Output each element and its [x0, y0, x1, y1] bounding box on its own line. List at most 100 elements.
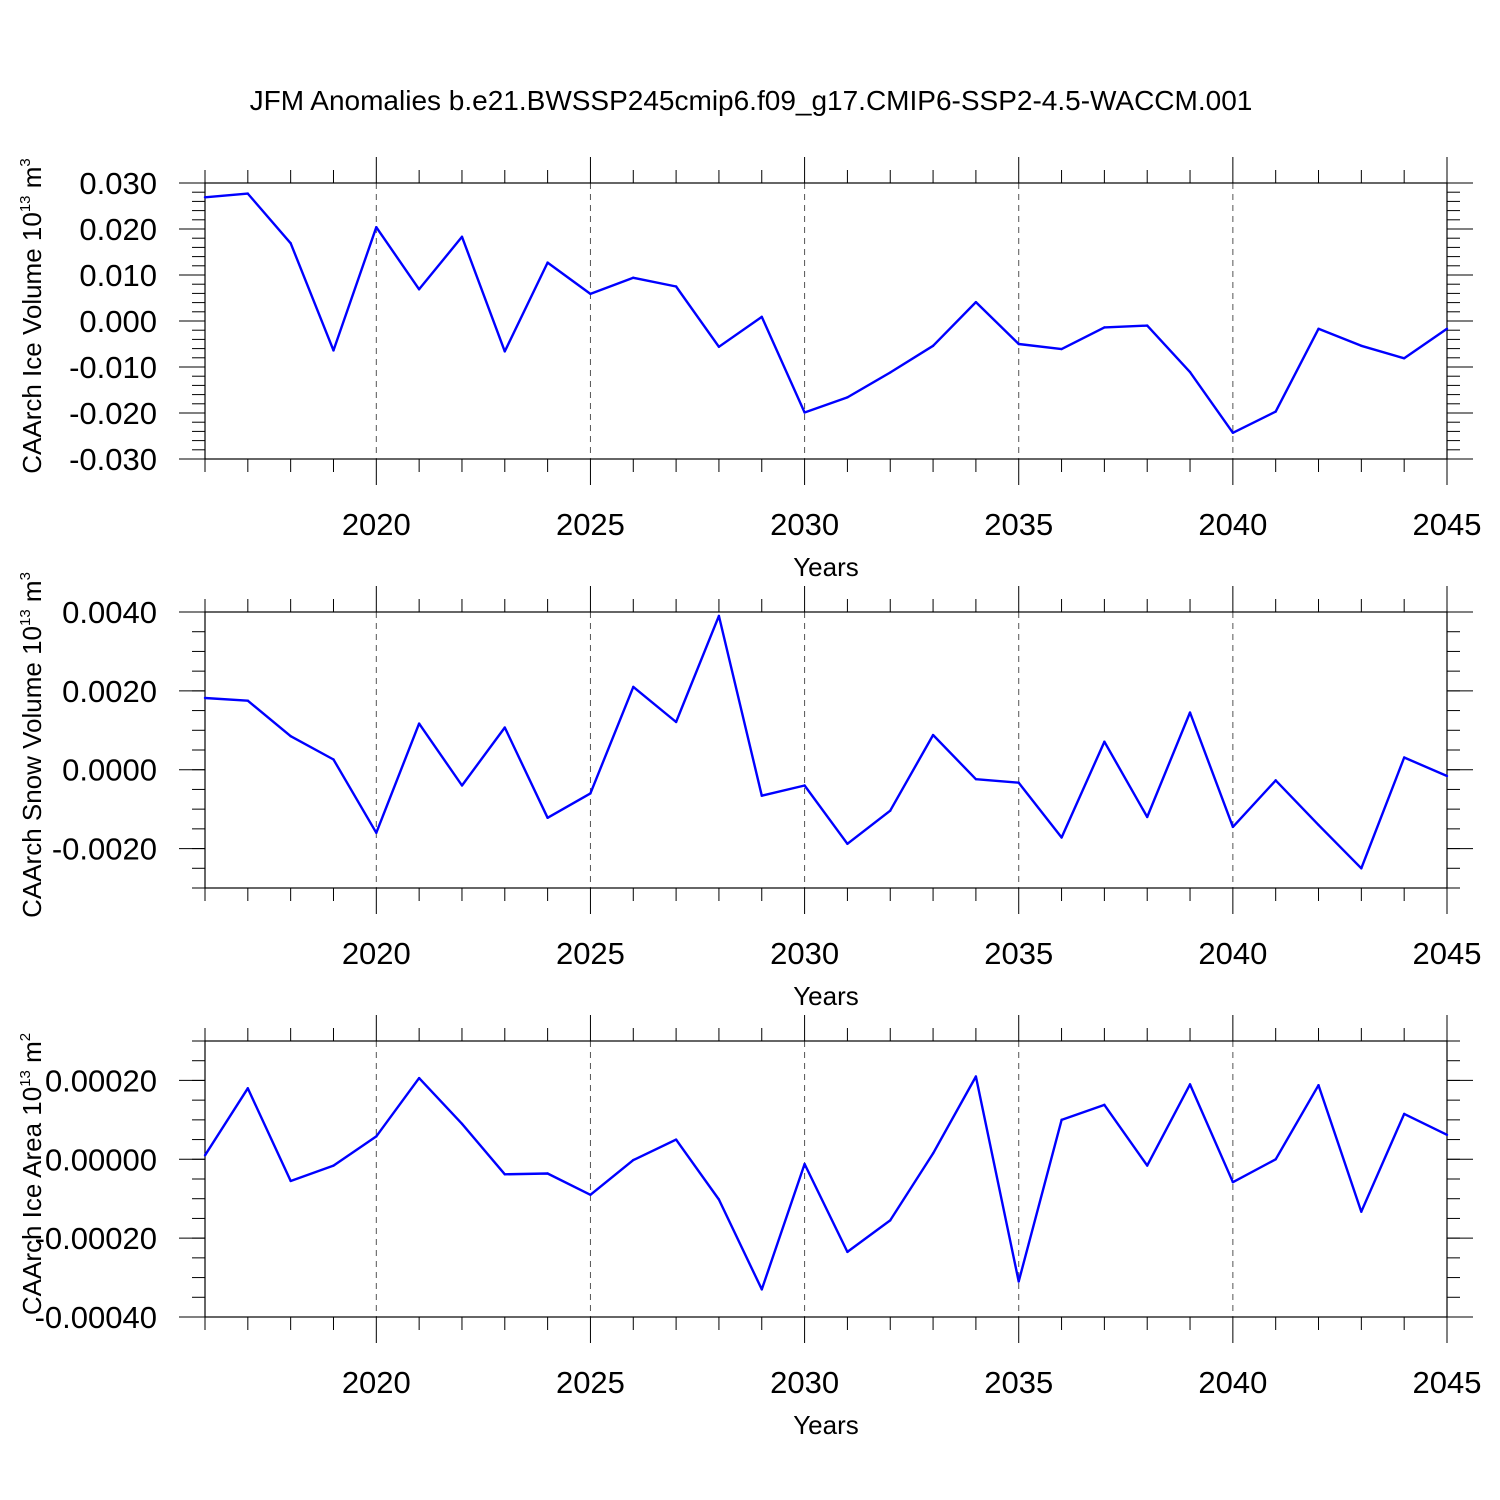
data-point	[246, 192, 250, 195]
data-point	[1060, 347, 1063, 351]
data-point	[1103, 326, 1106, 329]
x-tick-label: 2025	[556, 936, 625, 971]
x-tick-label: 2030	[770, 1365, 839, 1400]
data-point	[460, 235, 464, 239]
y-axis-label: CAArch Snow Volume 1013 m3	[17, 572, 47, 918]
data-point	[1188, 1083, 1192, 1086]
data-point	[931, 1152, 935, 1155]
data-point	[289, 1179, 292, 1183]
data-point	[717, 345, 721, 348]
data-point	[203, 1154, 207, 1157]
data-point	[803, 411, 806, 414]
data-point	[1188, 370, 1192, 374]
x-tick-label: 2020	[342, 936, 411, 971]
data-point	[717, 1198, 721, 1201]
data-point	[632, 685, 635, 689]
data-point	[375, 225, 378, 229]
x-tick-label: 2045	[1413, 936, 1482, 971]
data-point	[546, 1172, 549, 1175]
data-point	[503, 1173, 506, 1176]
data-point	[846, 1250, 849, 1254]
data-point	[417, 288, 421, 291]
plot-frame	[204, 611, 1448, 889]
series-line	[204, 192, 1448, 434]
y-tick-label: 0.0000	[62, 753, 157, 788]
data-point	[375, 1135, 378, 1138]
data-point	[589, 292, 592, 296]
data-point	[632, 276, 635, 279]
panel-ice-volume: -0.030 -0.020 -0.010 0.000 0.010 0.020 0.030 20…	[17, 157, 1481, 582]
data-point	[375, 831, 378, 834]
y-tick-label: 0.0040	[62, 595, 157, 630]
data-point	[1274, 410, 1277, 413]
data-point	[417, 722, 421, 725]
data-point	[760, 315, 763, 319]
y-tick-label: 0.020	[79, 212, 157, 247]
x-tick-label: 2020	[342, 1365, 411, 1400]
y-tick-label: -0.030	[69, 442, 157, 477]
x-tick-label: 2040	[1198, 1365, 1267, 1400]
x-tick-label: 2025	[556, 507, 625, 542]
x-axis-label: Years	[793, 981, 859, 1011]
data-point	[460, 784, 464, 787]
data-point	[1103, 740, 1106, 743]
data-point	[717, 614, 721, 618]
data-point	[974, 1075, 978, 1078]
y-tick-label: -0.020	[69, 396, 157, 431]
data-point	[246, 699, 250, 702]
y-axis-label: CAArch Ice Area 1013 m2	[17, 1033, 47, 1315]
data-point	[632, 1158, 635, 1162]
x-tick-label: 2035	[984, 507, 1053, 542]
data-point	[203, 196, 207, 199]
x-tick-label: 2030	[770, 936, 839, 971]
y-axis-label: CAArch Ice Volume 1013 m3	[17, 158, 47, 474]
y-tick-label: -0.010	[69, 350, 157, 385]
x-tick-label: 2020	[342, 507, 411, 542]
data-point	[589, 1193, 592, 1196]
data-point	[674, 1138, 678, 1141]
x-tick-label: 2045	[1413, 1365, 1482, 1400]
x-tick-label: 2040	[1198, 507, 1267, 542]
series-line	[204, 614, 1448, 870]
data-point	[289, 735, 292, 738]
y-tick-label: -0.00020	[35, 1221, 157, 1256]
data-point	[417, 1076, 421, 1080]
data-point	[803, 784, 806, 787]
data-point	[1360, 867, 1363, 870]
data-point	[674, 285, 678, 288]
data-point	[1360, 1210, 1363, 1213]
data-point	[1146, 815, 1149, 819]
data-point	[332, 758, 335, 761]
data-point	[931, 344, 935, 348]
series-line	[203, 1075, 1448, 1291]
y-tick-label: 0.000	[79, 304, 157, 339]
data-point	[332, 1164, 335, 1167]
x-axis-label: Years	[793, 1410, 859, 1440]
data-point	[1146, 324, 1149, 327]
data-point	[889, 809, 892, 812]
data-point	[289, 242, 292, 245]
panel-snow-volume: -0.0020 0.0000 0.0020 0.0040 2020 2025 2030 203…	[17, 572, 1481, 1011]
data-point	[674, 720, 678, 724]
data-point	[1445, 774, 1449, 778]
data-point	[1360, 344, 1363, 348]
data-point	[1317, 823, 1320, 827]
data-point	[803, 1162, 806, 1166]
data-point	[1146, 1164, 1149, 1167]
x-tick-label: 2040	[1198, 936, 1267, 971]
x-tick-label: 2035	[984, 1365, 1053, 1400]
data-point	[1017, 342, 1020, 346]
data-point	[1274, 1158, 1277, 1161]
data-point	[760, 794, 763, 797]
data-point	[1402, 1112, 1406, 1116]
data-point	[1231, 1180, 1235, 1184]
data-point	[889, 1219, 892, 1222]
panel-ice-area: -0.00040 -0.00020 0.00000 0.00020 2020 2025 20…	[17, 1015, 1481, 1440]
data-point	[1017, 1280, 1020, 1283]
data-point	[931, 733, 935, 737]
data-point	[1317, 1083, 1320, 1087]
y-tick-label: 0.030	[79, 166, 157, 201]
data-point	[1445, 327, 1449, 331]
figure-title: JFM Anomalies b.e21.BWSSP245cmip6.f09_g1…	[250, 85, 1253, 116]
